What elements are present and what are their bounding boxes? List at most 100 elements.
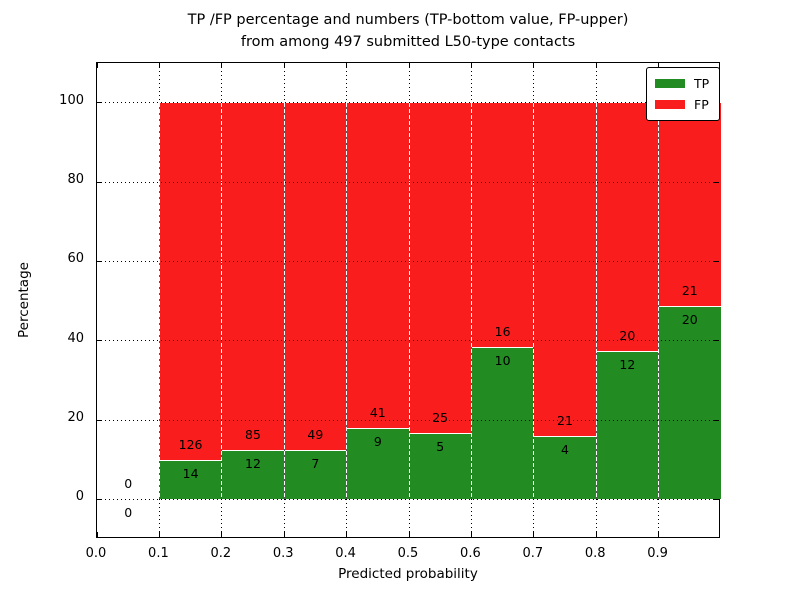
- tp-bar-segment: [658, 305, 721, 500]
- x-tick-mark: [470, 63, 472, 68]
- tp-count-label: 10: [494, 352, 511, 368]
- x-tick-mark: [346, 63, 348, 68]
- fp-bar-segment: [346, 102, 409, 428]
- y-tick-label: 20: [67, 410, 84, 425]
- fp-bar-segment: [658, 102, 721, 306]
- x-tick-label: 0.3: [272, 546, 294, 561]
- x-tick-mark: [158, 532, 160, 537]
- y-tick-mark: [714, 419, 719, 421]
- bar-edge-line: [470, 102, 472, 500]
- y-tick-mark: [97, 498, 102, 500]
- tp-count-label: 9: [373, 433, 382, 449]
- y-axis-label: Percentage: [16, 262, 32, 338]
- gridline-h: [97, 419, 719, 421]
- gridline-h: [97, 260, 719, 262]
- y-tick-mark: [714, 340, 719, 342]
- fp-bar-segment: [471, 102, 534, 347]
- bar-edge-line: [283, 102, 285, 500]
- fp-count-label: 25: [432, 410, 449, 426]
- tp-bar-segment: [284, 449, 347, 500]
- x-tick-label: 0.6: [460, 546, 481, 561]
- fp-count-label: 126: [178, 436, 203, 452]
- fp-count-label: 41: [369, 404, 386, 420]
- tp-count-label: 0: [124, 505, 133, 521]
- tp-count-label: 14: [182, 465, 199, 481]
- x-tick-mark: [658, 63, 660, 68]
- fp-bar-segment: [533, 102, 597, 436]
- y-tick-mark: [97, 419, 102, 421]
- chart-title: TP /FP percentage and numbers (TP-bottom…: [0, 10, 800, 54]
- x-tick-mark: [221, 532, 223, 537]
- x-tick-mark: [283, 63, 285, 68]
- x-tick-mark: [408, 532, 410, 537]
- tp-count-label: 12: [619, 356, 636, 372]
- tp-count-label: 5: [436, 439, 445, 455]
- fp-count-label: 20: [619, 327, 636, 343]
- fp-count-label: 49: [307, 426, 324, 442]
- fp-legend-swatch-icon: [655, 100, 685, 109]
- x-tick-label: 0.7: [522, 546, 544, 561]
- x-tick-label: 0.1: [148, 546, 169, 561]
- x-tick-mark: [96, 532, 98, 537]
- x-axis-label: Predicted probability: [338, 566, 478, 582]
- x-tick-label: 0.5: [397, 546, 419, 561]
- y-tick-label: 40: [67, 330, 84, 346]
- fp-count-label: 85: [245, 427, 261, 443]
- y-tick-mark: [97, 340, 102, 342]
- legend-item-tp: TP: [655, 73, 709, 94]
- fp-count-label: 0: [124, 476, 133, 492]
- x-tick-mark: [408, 63, 410, 68]
- legend-item-fp: FP: [655, 94, 709, 115]
- x-tick-mark: [470, 532, 472, 537]
- fp-count-label: 21: [557, 412, 573, 428]
- x-tick-label: 0.8: [584, 546, 606, 561]
- tp-bar-segment: [159, 459, 222, 500]
- y-tick-label: 80: [67, 172, 84, 187]
- legend-label-tp: TP: [694, 76, 710, 91]
- x-tick-label: 0.2: [210, 546, 232, 561]
- y-tick-label: 100: [59, 92, 84, 108]
- gridline-h: [97, 340, 719, 342]
- gridline-h: [97, 102, 719, 104]
- tp-count-label: 4: [561, 441, 569, 457]
- y-tick-label: 60: [67, 251, 84, 267]
- chart-title-line2: from among 497 submitted L50-type contac…: [240, 33, 576, 50]
- x-tick-mark: [283, 532, 285, 537]
- fp-bar-segment: [409, 102, 472, 434]
- tp-bar-segment: [596, 350, 659, 500]
- y-tick-mark: [714, 181, 719, 183]
- bar-edge-line: [658, 102, 660, 500]
- x-tick-mark: [595, 63, 597, 68]
- tp-count-label: 12: [245, 456, 261, 472]
- tp-bar-segment: [409, 433, 472, 500]
- tp-bar-segment: [533, 435, 597, 500]
- bar-edge-line: [346, 102, 348, 500]
- tp-count-label: 7: [311, 455, 320, 471]
- y-tick-mark: [97, 181, 102, 183]
- plot-area: TP FP 0 0 126 14 85 12 49 7 41 9 25 5 16 10 21 4 20 12 21 2…: [96, 62, 721, 538]
- y-tick-mark: [714, 260, 719, 262]
- x-tick-mark: [221, 63, 223, 68]
- fp-bar-segment: [284, 102, 347, 450]
- gridline-h: [97, 181, 719, 183]
- x-tick-mark: [346, 532, 348, 537]
- fp-bar-segment: [596, 102, 659, 351]
- tp-legend-swatch-icon: [655, 79, 685, 88]
- x-tick-mark: [96, 63, 98, 68]
- legend: TP FP: [646, 67, 721, 121]
- tp-count-label: 20: [681, 311, 698, 327]
- fp-bar-segment: [221, 102, 285, 451]
- bar-edge-line: [158, 102, 160, 500]
- legend-label-fp: FP: [694, 97, 709, 112]
- x-tick-mark: [595, 532, 597, 537]
- bar-edge-line: [595, 102, 597, 500]
- fp-count-label: 16: [494, 323, 511, 339]
- x-tick-mark: [533, 532, 535, 537]
- y-tick-label: 0: [75, 489, 84, 505]
- x-tick-label: 0.0: [85, 546, 107, 561]
- x-tick-mark: [158, 63, 160, 68]
- tp-bar-segment: [346, 427, 409, 500]
- bar-edge-line: [221, 102, 223, 500]
- gridline-h: [97, 498, 719, 500]
